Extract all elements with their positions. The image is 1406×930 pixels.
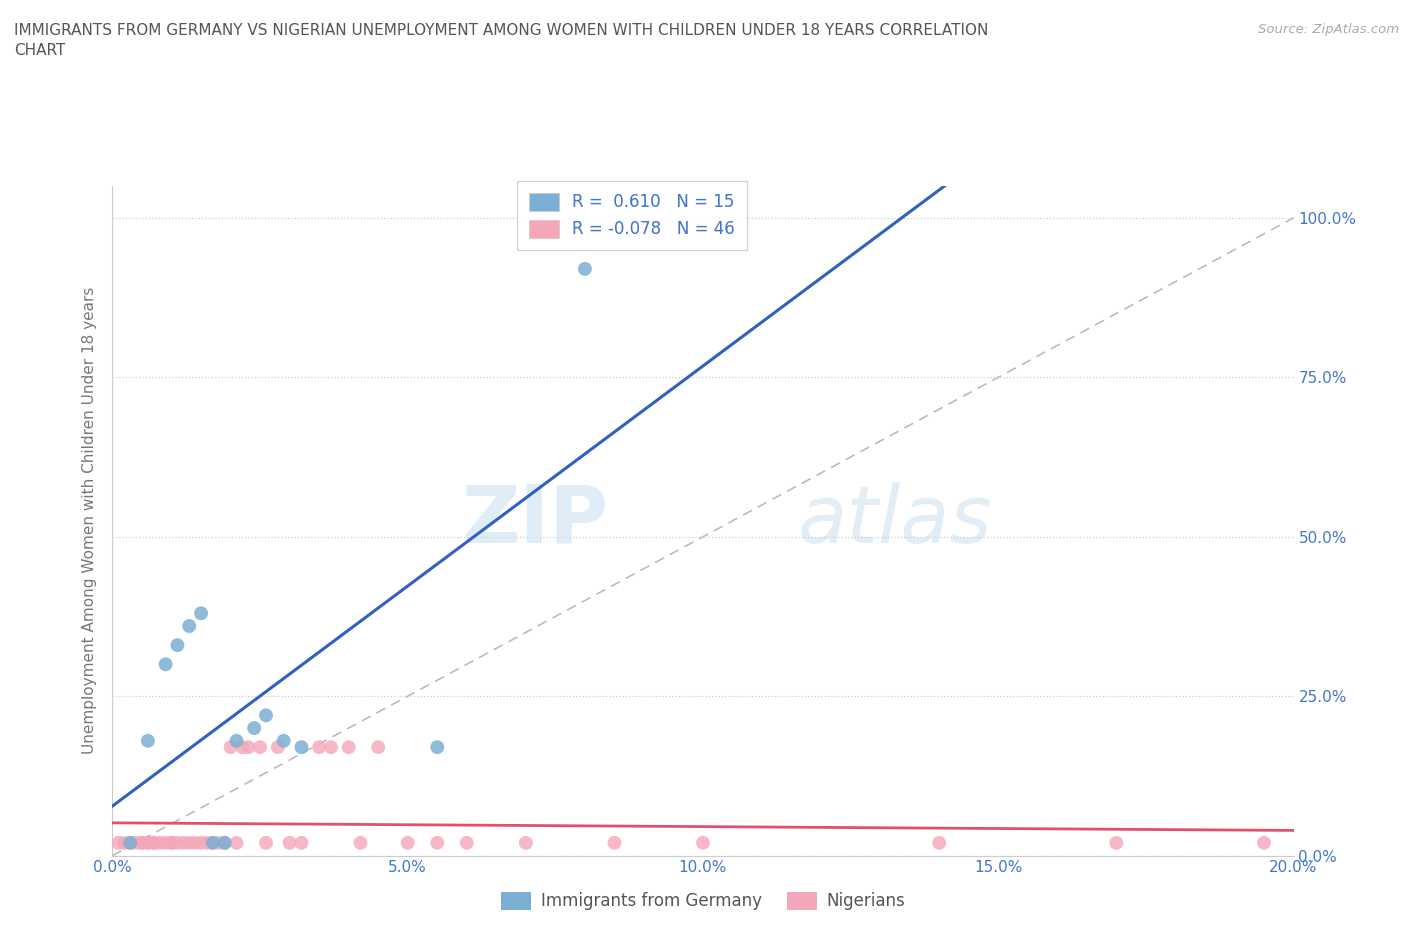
Point <box>155 657 177 671</box>
Point <box>367 739 389 754</box>
Point <box>160 835 183 850</box>
Point <box>112 835 135 850</box>
Point <box>249 739 271 754</box>
Point <box>243 721 266 736</box>
Y-axis label: Unemployment Among Women with Children Under 18 years: Unemployment Among Women with Children U… <box>82 287 97 754</box>
Point <box>120 835 142 850</box>
Point <box>225 835 247 850</box>
Point <box>515 835 537 850</box>
Point <box>190 835 212 850</box>
Point <box>172 835 194 850</box>
Point <box>208 835 231 850</box>
Point <box>426 739 449 754</box>
Point <box>142 835 165 850</box>
Point <box>231 739 253 754</box>
Point <box>131 835 153 850</box>
Text: atlas: atlas <box>797 482 993 560</box>
Point <box>136 835 159 850</box>
Point <box>179 618 201 633</box>
Point <box>426 835 449 850</box>
Point <box>319 739 342 754</box>
Point <box>120 835 142 850</box>
Point <box>160 835 183 850</box>
Point <box>225 734 247 749</box>
Legend: Immigrants from Germany, Nigerians: Immigrants from Germany, Nigerians <box>494 885 912 917</box>
Point <box>928 835 950 850</box>
Point <box>201 835 224 850</box>
Point <box>1105 835 1128 850</box>
Point <box>149 835 172 850</box>
Point <box>201 835 224 850</box>
Point <box>692 835 714 850</box>
Point <box>184 835 207 850</box>
Point <box>238 739 260 754</box>
Point <box>254 708 277 723</box>
Point <box>214 835 236 850</box>
Point <box>136 734 159 749</box>
Point <box>396 835 419 850</box>
Point <box>1253 835 1275 850</box>
Text: ZIP: ZIP <box>461 482 609 560</box>
Point <box>456 835 478 850</box>
Point <box>290 739 312 754</box>
Point <box>166 835 188 850</box>
Point <box>214 835 236 850</box>
Text: Source: ZipAtlas.com: Source: ZipAtlas.com <box>1258 23 1399 36</box>
Point <box>574 261 596 276</box>
Point <box>337 739 360 754</box>
Point <box>278 835 301 850</box>
Point <box>107 835 129 850</box>
Point <box>166 638 188 653</box>
Point <box>131 835 153 850</box>
Point <box>179 835 201 850</box>
Point <box>267 739 290 754</box>
Point <box>155 835 177 850</box>
Point <box>349 835 371 850</box>
Legend: R =  0.610   N = 15, R = -0.078   N = 46: R = 0.610 N = 15, R = -0.078 N = 46 <box>517 181 747 250</box>
Point <box>603 835 626 850</box>
Point <box>290 835 312 850</box>
Point <box>142 835 165 850</box>
Point <box>219 739 242 754</box>
Point <box>308 739 330 754</box>
Point <box>190 605 212 620</box>
Point <box>195 835 218 850</box>
Text: IMMIGRANTS FROM GERMANY VS NIGERIAN UNEMPLOYMENT AMONG WOMEN WITH CHILDREN UNDER: IMMIGRANTS FROM GERMANY VS NIGERIAN UNEM… <box>14 23 988 58</box>
Point <box>136 835 159 850</box>
Point <box>254 835 277 850</box>
Point <box>125 835 148 850</box>
Point <box>273 734 295 749</box>
